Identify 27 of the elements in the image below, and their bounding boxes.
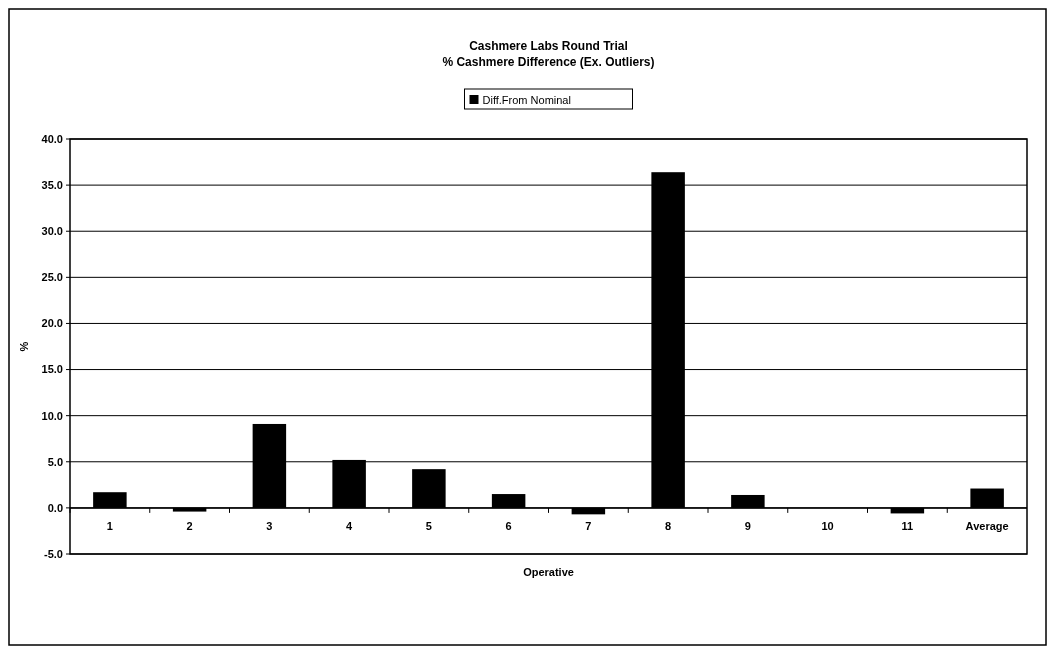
y-tick-label: 20.0	[41, 317, 63, 330]
x-tick-label: 7	[585, 519, 592, 532]
y-tick-label: 0.0	[47, 501, 63, 514]
x-tick-label: Average	[965, 519, 1009, 532]
y-tick-label: 5.0	[47, 455, 63, 468]
x-tick-label: 10	[821, 519, 834, 532]
y-tick-label: 10.0	[41, 409, 63, 422]
x-tick-label: 1	[106, 519, 113, 532]
y-tick-label: 40.0	[41, 132, 63, 145]
x-tick-label: 3	[266, 519, 273, 532]
y-tick-label: 30.0	[41, 225, 63, 238]
x-tick-label: 8	[665, 519, 672, 532]
y-tick-label: 25.0	[41, 271, 63, 284]
x-axis-title: Operative	[523, 566, 574, 578]
chart-subtitle: % Cashmere Difference (Ex. Outliers)	[442, 55, 655, 69]
y-tick-label: 35.0	[41, 178, 63, 191]
x-tick-label: 2	[186, 519, 193, 532]
x-tick-label: 5	[425, 519, 432, 532]
x-tick-label: 4	[346, 519, 354, 532]
x-tick-label: 9	[744, 519, 751, 532]
y-axis-title: %	[18, 341, 30, 352]
x-tick-label: 11	[901, 519, 914, 532]
x-tick-label: 6	[505, 519, 512, 532]
chart-title: Cashmere Labs Round Trial	[469, 39, 628, 53]
y-tick-label: -5.0	[44, 547, 63, 560]
legend-label: Diff.From Nominal	[482, 93, 571, 106]
y-tick-label: 15.0	[41, 363, 63, 376]
